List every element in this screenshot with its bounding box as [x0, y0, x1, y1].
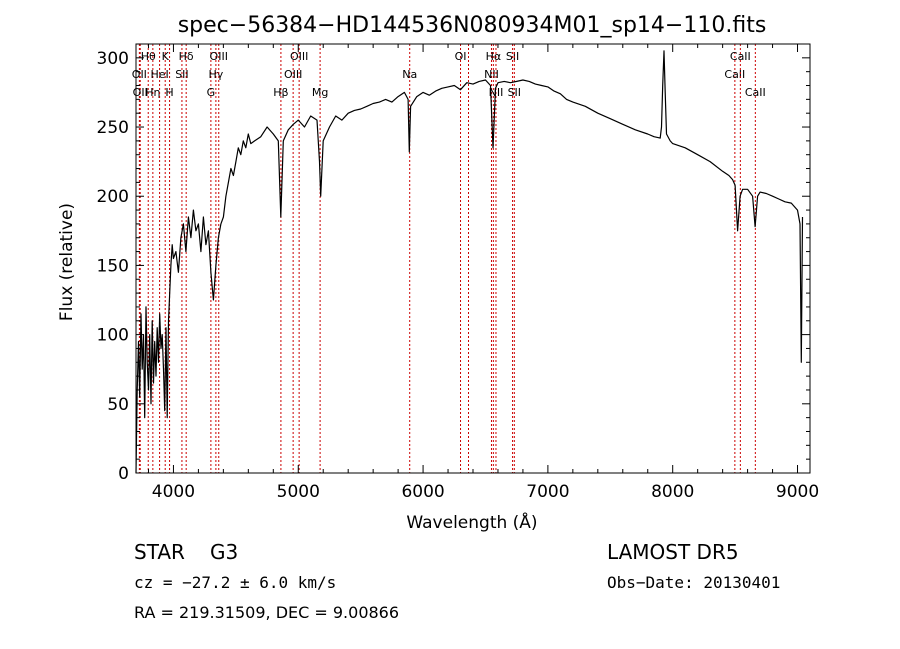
spectral-line-label: OIII: [210, 50, 228, 63]
line-markers: OIIOIIHθHηHeIKHSIIHδGHγOIIIHβOIIIOIIIMgN…: [132, 44, 766, 473]
coordinates: RA = 219.31509, DEC = 9.00866: [134, 603, 399, 622]
spectral-line-label: CaII: [724, 68, 745, 81]
spectral-line-label: Na: [402, 68, 417, 81]
spectral-line-label: OIII: [284, 68, 302, 81]
spectrum-line: [135, 50, 804, 474]
spectral-line-label: Hα: [486, 50, 502, 63]
spectral-line-label: SII: [508, 86, 521, 99]
spectral-line-label: SII: [175, 68, 188, 81]
y-axis-label: Flux (relative): [57, 203, 77, 321]
y-tick-label: 200: [97, 187, 129, 207]
spectral-line-label: OI: [455, 50, 467, 63]
spectral-line-label: H: [165, 86, 173, 99]
obs-date: Obs−Date: 20130401: [607, 573, 780, 592]
spectral-line-label: NII: [489, 86, 504, 99]
spectral-line-label: G: [207, 86, 216, 99]
x-tick-label: 6000: [401, 482, 444, 502]
y-tick-label: 50: [107, 395, 129, 415]
spectral-line-label: OII: [132, 68, 147, 81]
x-tick-label: 5000: [277, 482, 320, 502]
x-tick-label: 4000: [152, 482, 195, 502]
y-tick-label: 100: [97, 326, 129, 346]
spectral-line-label: Mg: [312, 86, 328, 99]
chart-title: spec−56384−HD144536N080934M01_sp14−110.f…: [178, 13, 767, 38]
spectral-line-label: Hβ: [273, 86, 288, 99]
y-axis-ticks: 0 50 100 150 200 250 300: [97, 49, 810, 484]
y-tick-label: 250: [97, 118, 129, 138]
x-tick-label: 9000: [776, 482, 819, 502]
spectral-line-label: Hθ: [141, 50, 156, 63]
series-group: [135, 50, 804, 474]
spectral-line-label: HeI: [150, 68, 168, 81]
spectral-line-label: CaII: [730, 50, 751, 63]
x-axis-label: Wavelength (Å): [406, 511, 537, 533]
redshift-text: cz = −27.2 ± 6.0 km/s: [134, 573, 336, 592]
y-tick-label: 150: [97, 256, 129, 276]
spectral-subclass: G3: [210, 540, 238, 564]
spectral-line-label: OIII: [290, 50, 308, 63]
x-tick-label: 7000: [526, 482, 569, 502]
spectral-line-label: Hγ: [208, 68, 223, 81]
y-tick-label: 300: [97, 49, 129, 69]
x-tick-label: 8000: [651, 482, 694, 502]
spectral-line-label: CaII: [745, 86, 766, 99]
survey-name: LAMOST DR5: [607, 540, 739, 564]
plot-frame: [135, 43, 811, 474]
spectral-line-label: K: [162, 50, 170, 63]
spectral-line-label: NII: [484, 68, 499, 81]
spectral-line-label: Hη: [145, 86, 160, 99]
spectral-line-label: Hδ: [179, 50, 194, 63]
y-tick-label: 0: [118, 464, 129, 484]
x-axis-ticks: 4000 5000 6000 7000 8000 9000: [147, 44, 819, 502]
spectral-line-label: SII: [506, 50, 519, 63]
object-class: STAR: [134, 540, 185, 564]
